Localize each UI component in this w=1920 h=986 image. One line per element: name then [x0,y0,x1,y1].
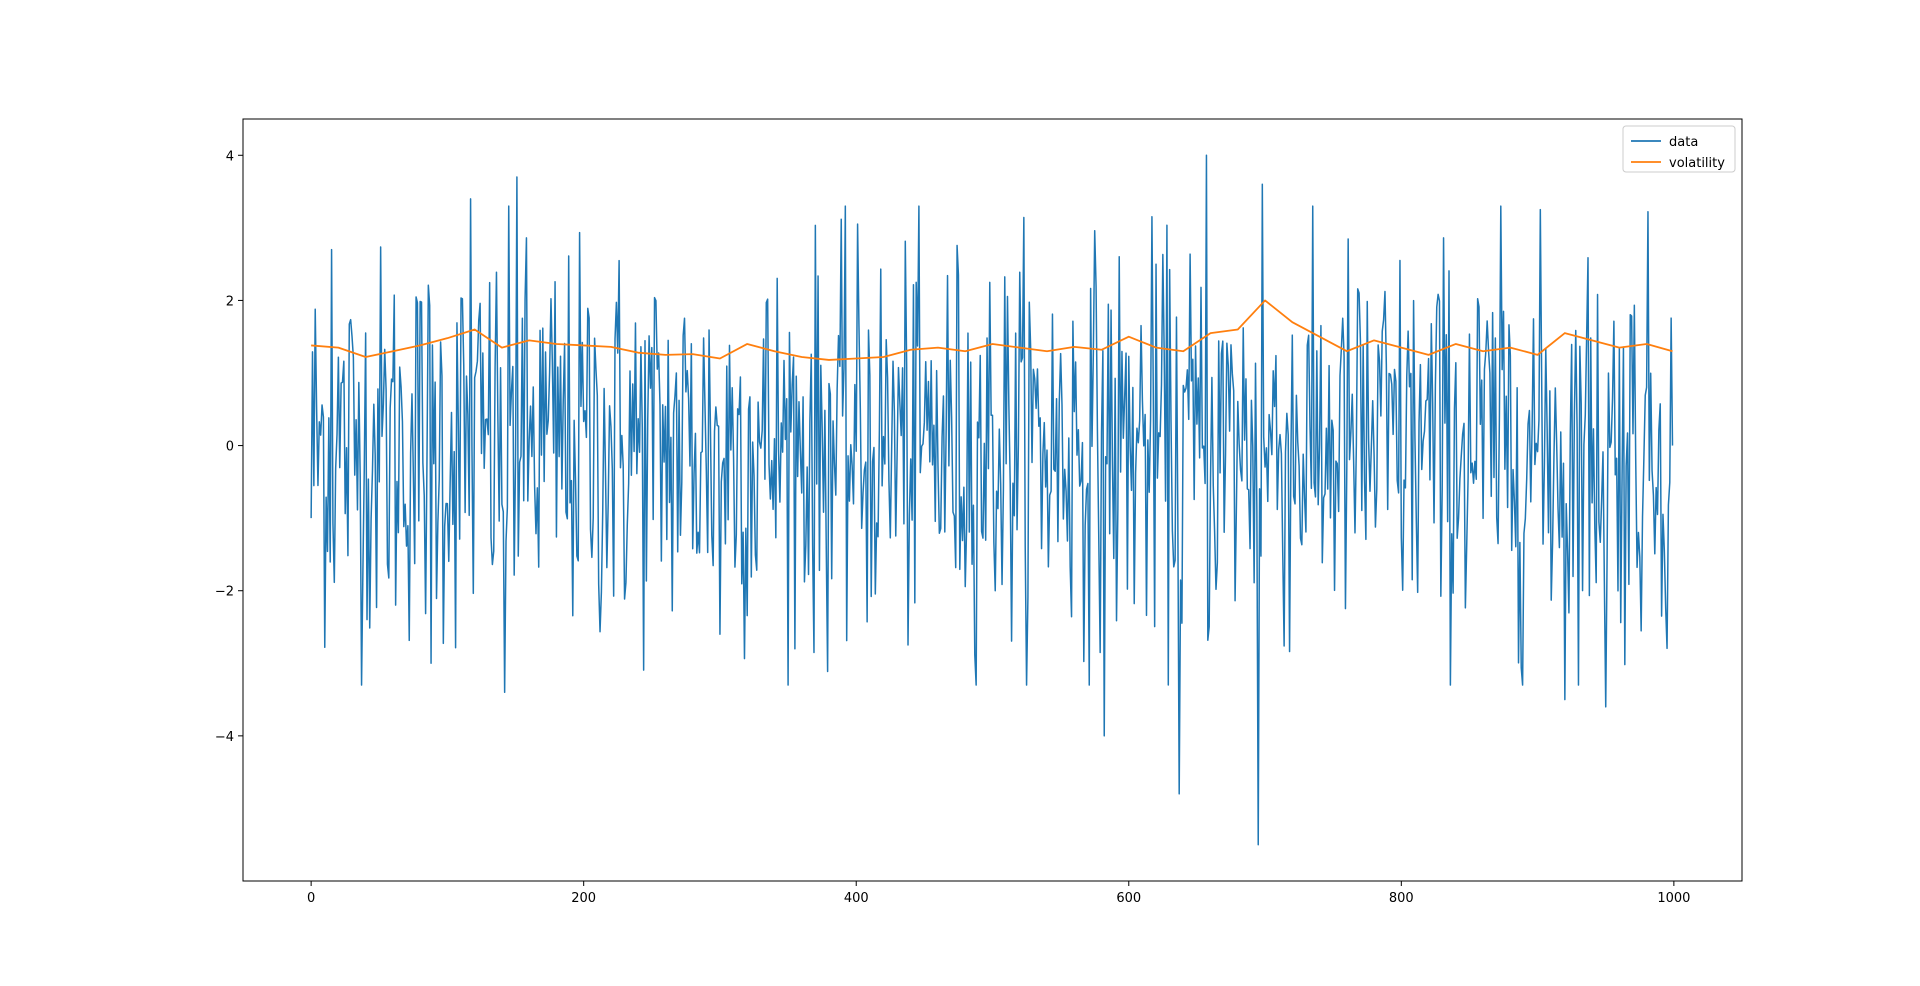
axes: 0 200 400 600 800 1000 −4 −2 0 2 4 [215,118,1743,906]
x-tick-label: 1000 [1657,891,1690,906]
y-tick-label: −4 [215,730,234,745]
x-tick-label: 400 [844,891,869,906]
legend-box [1622,125,1736,173]
legend-label-volatility: volatility [1669,156,1725,171]
x-tick-label: 0 [307,891,315,906]
y-tick-label: 0 [226,440,234,455]
x-tick-label: 200 [571,891,596,906]
legend: data volatility [1622,125,1736,173]
y-tick-label: 2 [226,294,234,309]
series-line-volatility [311,299,1673,361]
axes-frame [242,118,1743,882]
y-tick-label: 4 [226,149,234,164]
plot-area [310,154,1674,846]
x-tick-label: 600 [1116,891,1141,906]
x-tick-label: 800 [1389,891,1414,906]
series-line-data [310,154,1674,846]
y-tick-label: −2 [215,585,234,600]
legend-label-data: data [1669,135,1698,150]
